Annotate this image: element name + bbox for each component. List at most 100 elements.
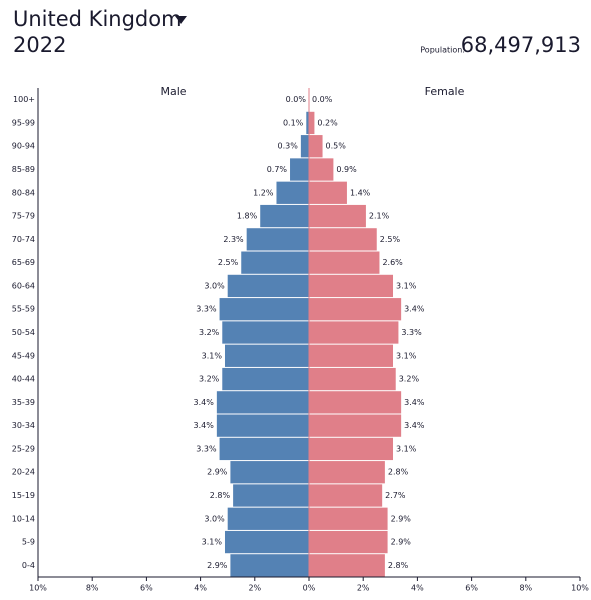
y-tick-label: 65-69 bbox=[12, 258, 35, 267]
value-label: 3.1% bbox=[202, 538, 223, 547]
bar bbox=[309, 111, 315, 135]
dropdown-arrow[interactable] bbox=[175, 16, 187, 24]
value-label: 2.9% bbox=[207, 561, 228, 570]
x-tick-label: 2% bbox=[248, 584, 261, 593]
bar bbox=[309, 274, 394, 298]
bar bbox=[309, 461, 385, 484]
population-label: Population: bbox=[420, 46, 465, 55]
y-tick-label: 100+ bbox=[13, 95, 35, 104]
bar bbox=[309, 507, 388, 530]
value-label: 2.7% bbox=[385, 491, 406, 500]
value-label: 3.2% bbox=[199, 328, 220, 337]
bar bbox=[222, 321, 309, 344]
bar bbox=[216, 414, 309, 437]
country-title[interactable]: United Kingdom bbox=[13, 7, 182, 31]
bar bbox=[306, 111, 309, 135]
bar bbox=[309, 228, 377, 251]
value-label: 3.1% bbox=[396, 281, 417, 290]
bar bbox=[300, 135, 309, 158]
value-label: 2.5% bbox=[218, 258, 239, 267]
year: 2022 bbox=[13, 33, 66, 57]
bar bbox=[309, 554, 385, 577]
bar bbox=[230, 461, 309, 484]
bar bbox=[219, 298, 309, 321]
y-tick-label: 20-24 bbox=[12, 468, 35, 477]
value-label: 3.1% bbox=[202, 351, 223, 360]
value-label: 3.3% bbox=[196, 444, 217, 453]
x-tick-label: 4% bbox=[194, 584, 207, 593]
bar bbox=[309, 530, 388, 554]
bar bbox=[309, 344, 394, 367]
value-label: 0.2% bbox=[317, 118, 338, 127]
value-label: 3.0% bbox=[204, 281, 225, 290]
x-tick-label: 10% bbox=[29, 584, 47, 593]
value-label: 0.0% bbox=[286, 95, 307, 104]
bar bbox=[230, 554, 309, 577]
bar bbox=[260, 204, 309, 228]
bar bbox=[309, 484, 383, 507]
x-tick-label: 10% bbox=[571, 584, 589, 593]
y-tick-label: 25-29 bbox=[12, 444, 35, 453]
value-label: 0.5% bbox=[326, 142, 347, 151]
value-label: 3.3% bbox=[401, 328, 422, 337]
x-tick-label: 6% bbox=[140, 584, 153, 593]
y-tick-label: 55-59 bbox=[12, 305, 35, 314]
value-label: 2.8% bbox=[388, 561, 409, 570]
value-label: 3.2% bbox=[399, 375, 420, 384]
value-label: 2.8% bbox=[210, 491, 231, 500]
value-label: 3.4% bbox=[404, 398, 425, 407]
bar bbox=[246, 228, 309, 251]
x-tick-label: 8% bbox=[86, 584, 99, 593]
y-tick-label: 60-64 bbox=[12, 281, 35, 290]
value-label: 3.2% bbox=[199, 375, 220, 384]
bar bbox=[309, 367, 396, 391]
bar bbox=[309, 158, 334, 181]
bar bbox=[224, 530, 309, 554]
bar bbox=[222, 367, 309, 391]
value-label: 0.0% bbox=[312, 95, 333, 104]
bar bbox=[309, 391, 402, 414]
value-label: 3.1% bbox=[396, 351, 417, 360]
bar bbox=[309, 298, 402, 321]
legend-label: Female bbox=[425, 85, 465, 98]
x-tick-label: 8% bbox=[519, 584, 532, 593]
value-label: 2.5% bbox=[380, 235, 401, 244]
value-label: 2.8% bbox=[388, 468, 409, 477]
y-tick-label: 70-74 bbox=[12, 235, 35, 244]
bar bbox=[233, 484, 309, 507]
value-label: 3.4% bbox=[404, 421, 425, 430]
y-tick-label: 40-44 bbox=[12, 375, 35, 384]
bar bbox=[241, 251, 309, 274]
value-label: 3.3% bbox=[196, 305, 217, 314]
y-tick-label: 50-54 bbox=[12, 328, 35, 337]
value-label: 2.1% bbox=[369, 212, 390, 221]
value-label: 3.4% bbox=[404, 305, 425, 314]
legend-label: Male bbox=[160, 85, 186, 98]
value-label: 0.3% bbox=[278, 142, 299, 151]
value-label: 0.9% bbox=[336, 165, 357, 174]
value-label: 2.9% bbox=[391, 538, 412, 547]
y-tick-label: 15-19 bbox=[12, 491, 35, 500]
bar bbox=[276, 181, 309, 204]
value-label: 0.1% bbox=[283, 118, 304, 127]
y-tick-label: 95-99 bbox=[12, 118, 35, 127]
bar bbox=[309, 321, 399, 344]
y-tick-label: 10-14 bbox=[12, 514, 35, 523]
y-tick-label: 75-79 bbox=[12, 212, 35, 221]
value-label: 1.4% bbox=[350, 188, 371, 197]
bar bbox=[227, 274, 309, 298]
bar bbox=[309, 437, 394, 461]
bar bbox=[227, 507, 309, 530]
bar bbox=[219, 437, 309, 461]
y-tick-label: 80-84 bbox=[12, 188, 35, 197]
value-label: 3.4% bbox=[194, 421, 215, 430]
x-tick-label: 2% bbox=[357, 584, 370, 593]
y-tick-label: 85-89 bbox=[12, 165, 35, 174]
bar bbox=[290, 158, 309, 181]
bar bbox=[309, 414, 402, 437]
y-tick-label: 30-34 bbox=[12, 421, 35, 430]
x-tick-label: 0% bbox=[303, 584, 316, 593]
y-tick-label: 90-94 bbox=[12, 142, 35, 151]
